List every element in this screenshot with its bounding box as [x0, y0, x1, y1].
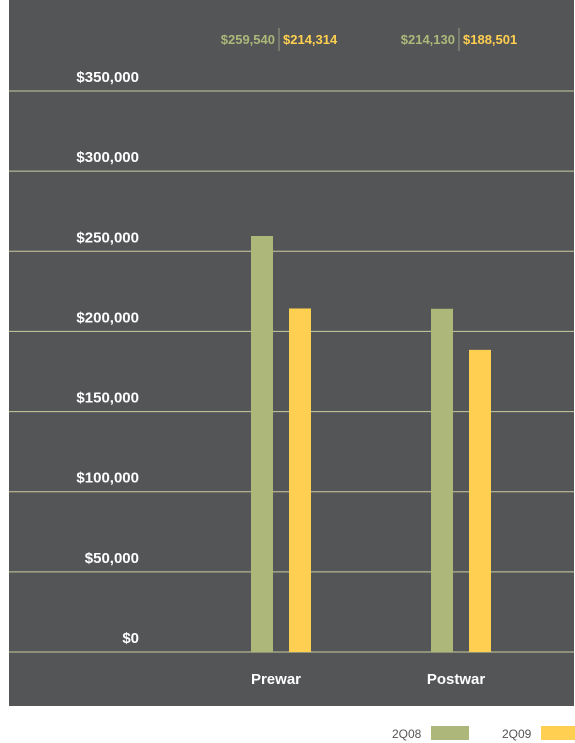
y-tick-label: $150,000: [76, 390, 139, 407]
y-tick-label: $100,000: [76, 470, 139, 487]
y-tick-label: $0: [122, 630, 139, 647]
category-label: Prewar: [251, 671, 301, 688]
legend-swatch: [431, 726, 469, 740]
y-tick-label: $350,000: [76, 69, 139, 86]
legend-label: 2Q08: [392, 727, 422, 741]
y-tick-label: $300,000: [76, 149, 139, 166]
bar-2q09-postwar: [469, 349, 491, 652]
y-tick-label: $50,000: [85, 550, 139, 567]
data-label: $259,540: [221, 32, 275, 47]
bar-2q08-postwar: [431, 308, 453, 652]
data-label: $214,130: [401, 32, 455, 47]
data-label: $188,501: [463, 32, 517, 47]
legend-label: 2Q09: [502, 727, 532, 741]
legend-swatch: [541, 726, 575, 740]
bar-2q08-prewar: [251, 235, 273, 653]
data-label: $214,314: [283, 32, 338, 47]
category-label: Postwar: [427, 671, 486, 688]
y-tick-label: $250,000: [76, 229, 139, 246]
bar-2q09-prewar: [289, 308, 311, 652]
y-tick-label: $200,000: [76, 309, 139, 326]
